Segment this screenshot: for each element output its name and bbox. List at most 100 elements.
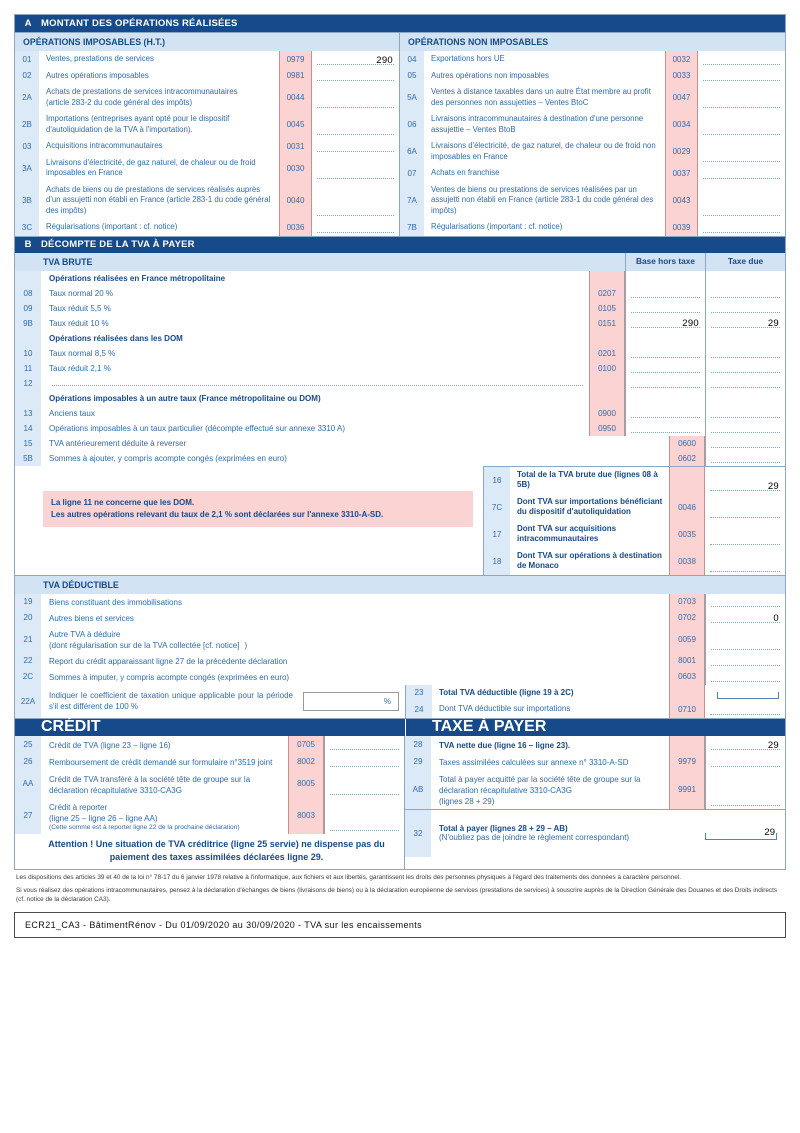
amount-cell[interactable] [698, 138, 785, 165]
line-label: Dont TVA déductible sur importations [439, 704, 571, 713]
amount-cell[interactable] [312, 155, 399, 182]
table-row: 03 Acquisitions intracommunautaires 0031 [15, 138, 399, 155]
table-row: 06 Livraisons intracommunautaires à desti… [400, 111, 785, 138]
line-number: 3A [15, 154, 39, 182]
table-row: 02 Autres opérations imposables 0981 [15, 67, 399, 85]
amount-cell[interactable] [705, 494, 785, 521]
line-label: Total de la TVA brute due (lignes 08 à 5… [517, 469, 658, 490]
credit-taxe-bands: CRÉDIT TAXE À PAYER [15, 717, 785, 736]
line-label: Anciens taux [49, 408, 95, 418]
amount-cell[interactable] [705, 345, 785, 361]
amount-cell[interactable] [705, 625, 785, 653]
line-number: 25 [15, 735, 41, 753]
line-code [589, 375, 625, 391]
amount-cell[interactable] [625, 360, 705, 376]
amount-cell[interactable] [705, 285, 785, 301]
amount-cell[interactable] [625, 345, 705, 361]
amount-cell[interactable]: 29 [705, 467, 785, 494]
amount-cell[interactable] [705, 420, 785, 436]
total-a-payer-row: 32 Total à payer (lignes 28 + 29 – AB) (… [405, 808, 785, 857]
amount-cell[interactable] [312, 111, 399, 138]
amount-cell[interactable] [705, 435, 785, 451]
amount-cell[interactable] [312, 84, 399, 111]
amount-cell[interactable] [705, 375, 785, 391]
line-label: Taux réduit 10 % [49, 318, 109, 328]
amount-cell[interactable] [705, 450, 785, 466]
line-code: 8001 [669, 652, 705, 669]
line-number: 02 [15, 67, 39, 84]
amount-cell[interactable] [698, 68, 785, 85]
amount-cell[interactable]: 290 [625, 315, 705, 331]
amount-cell[interactable]: 0 [705, 609, 785, 626]
amount-cell[interactable] [698, 182, 785, 220]
line-number: 5A [400, 84, 424, 111]
line-number: 15 [15, 435, 41, 451]
amount-cell[interactable] [324, 797, 404, 834]
amount-cell[interactable] [625, 375, 705, 391]
col-base-hors-taxe: Base hors taxe [625, 252, 705, 271]
rows-deductible: 19 Biens constituant des immobilisations 0… [15, 593, 785, 685]
dotted-rule [711, 446, 780, 448]
amount-cell[interactable] [705, 300, 785, 316]
line-number: 5B [15, 450, 41, 466]
line-code: 8002 [288, 752, 324, 770]
amount-value: 0 [773, 612, 779, 624]
line-code: 0105 [589, 300, 625, 316]
line-number: 26 [15, 752, 41, 770]
amount-cell[interactable] [705, 769, 785, 809]
amount-cell[interactable]: 29 [705, 735, 785, 753]
rows-taxe: 28 TVA nette due (ligne 16 – ligne 23). 29… [405, 735, 785, 809]
amount-cell[interactable] [698, 111, 785, 138]
dotted-rule [317, 150, 394, 152]
line-label: Régularisations (important : cf. notice) [46, 222, 178, 231]
amount-cell[interactable]: 290 [312, 51, 399, 68]
amount-cell[interactable] [625, 300, 705, 316]
amount-cell[interactable] [312, 138, 399, 155]
line-label: Livraisons d'électricité, de gaz naturel… [431, 141, 656, 161]
table-row: 18 Dont TVA sur opérations à destination … [484, 547, 785, 575]
amount-cell[interactable] [705, 405, 785, 421]
amount-cell[interactable] [312, 68, 399, 85]
amount-cell[interactable] [705, 668, 785, 685]
amount-cell[interactable] [312, 182, 399, 220]
amount-cell[interactable] [705, 521, 785, 548]
line-number: 27 [15, 797, 41, 834]
amount-cell[interactable] [625, 405, 705, 421]
line-label: Taux réduit 2,1 % [49, 363, 111, 373]
total-value-wrap[interactable]: 29 [705, 827, 785, 840]
group-metropole-label: Opérations réalisées en France métropoli… [49, 273, 226, 283]
amount-cell[interactable] [705, 360, 785, 376]
line-label: Taux normal 20 % [49, 288, 114, 298]
coefficient-input[interactable]: % [303, 691, 399, 711]
dotted-rule [317, 80, 394, 81]
notice-wrap: La ligne 11 ne concerne que les DOM. Les … [15, 466, 483, 575]
amount-cell[interactable] [625, 420, 705, 436]
amount-cell[interactable]: 29 [705, 315, 785, 331]
amount-cell[interactable] [705, 685, 785, 702]
amount-cell[interactable] [324, 735, 404, 753]
line-number: 22 [15, 652, 41, 669]
total-label: Total à payer (lignes 28 + 29 – AB) [439, 824, 568, 833]
dotted-rule [711, 296, 780, 298]
amount-cell[interactable] [312, 219, 399, 236]
amount-cell[interactable] [705, 701, 785, 718]
line-number: 7C [484, 493, 510, 521]
line-sublabel: (Cette somme est à reporter ligne 22 de … [49, 823, 240, 831]
amount-cell[interactable] [698, 165, 785, 182]
amount-cell[interactable] [705, 548, 785, 575]
table-row: 13 Anciens taux 0900 [15, 405, 785, 421]
dotted-rule [631, 296, 700, 298]
amount-cell[interactable] [324, 769, 404, 798]
dotted-rule [631, 356, 700, 358]
amount-cell[interactable] [698, 51, 785, 68]
amount-cell[interactable] [705, 593, 785, 610]
amount-cell[interactable] [698, 219, 785, 236]
amount-cell[interactable] [698, 84, 785, 111]
table-row: 12 [15, 375, 785, 391]
amount-cell[interactable] [705, 652, 785, 669]
base-spacer [625, 270, 705, 286]
amount-cell[interactable] [625, 285, 705, 301]
section-a-band: A MONTANT DES OPÉRATIONS RÉALISÉES [15, 15, 785, 32]
amount-cell[interactable] [705, 752, 785, 770]
amount-cell[interactable] [324, 752, 404, 770]
